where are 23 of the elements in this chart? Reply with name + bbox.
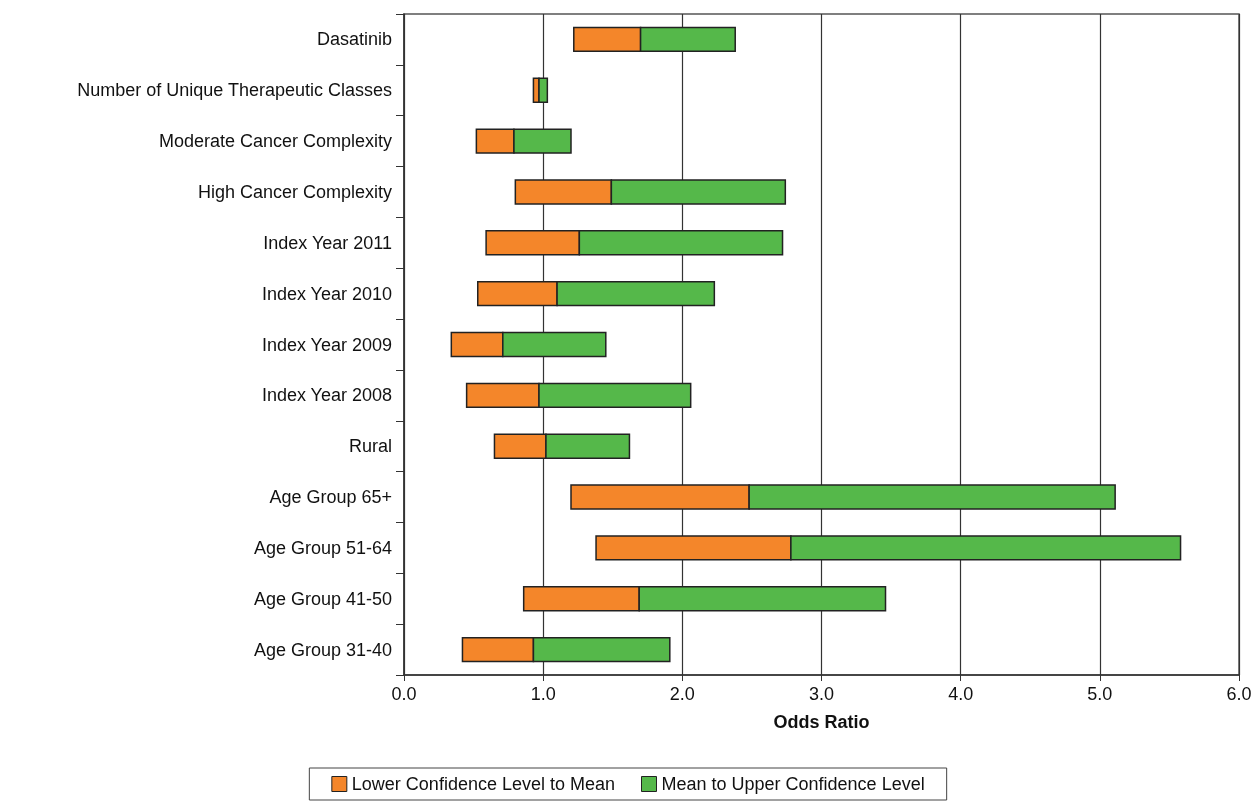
x-tick-label: 6.0 [1226,684,1252,704]
y-tick-label: Age Group 31-40 [253,639,392,660]
y-tick-label: Index Year 2011 [263,232,392,253]
y-tick-label: Moderate Cancer Complexity [158,131,392,152]
x-tick-label: 2.0 [669,684,695,704]
x-tick-label: 1.0 [530,684,556,704]
y-tick-label: Index Year 2010 [261,283,392,304]
y-tick-label: High Cancer Complexity [197,181,392,202]
y-tick-label: Index Year 2009 [261,334,392,355]
x-tick-label: 5.0 [1087,684,1113,704]
x-tick-label: 3.0 [808,684,835,704]
y-tick-label: Age Group 65+ [269,487,392,508]
y-tick-label: Age Group 41-50 [253,588,392,609]
y-tick-label: Index Year 2008 [261,385,392,406]
y-tick-label: Age Group 51-64 [253,537,392,558]
y-tick-label: Rural [348,436,392,457]
x-axis-title: Odds Ratio [773,712,870,732]
x-tick-label: 0.0 [391,684,417,704]
x-tick-label: 4.0 [948,684,974,704]
y-tick-label: Number of Unique Therapeutic Classes [77,80,392,101]
legend-label: Mean to Upper Confidence Level [661,774,925,794]
y-tick-label: Dasatinib [316,29,392,50]
legend-label: Lower Confidence Level to Mean [351,774,616,794]
